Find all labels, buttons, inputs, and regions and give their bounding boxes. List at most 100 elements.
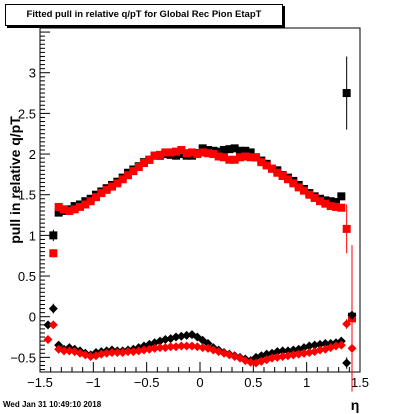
data-point-diamond	[171, 332, 181, 342]
data-point-square	[284, 175, 292, 184]
data-point-diamond	[160, 334, 170, 344]
data-point-diamond	[171, 342, 181, 352]
data-point-square	[166, 148, 175, 157]
data-point-diamond	[315, 339, 325, 349]
data-point-diamond	[59, 346, 69, 356]
data-point-diamond	[294, 349, 304, 359]
y-tick-label: 2.5	[18, 106, 36, 121]
data-point-diamond	[160, 343, 170, 353]
chart-title-box: Fitted pull in relative q/pT for Global …	[5, 4, 283, 26]
data-point-square	[172, 147, 180, 156]
x-axis-ticks: −1.5 −1 −0.5 0 0.5 1 1.5	[27, 362, 369, 390]
data-point-square	[273, 168, 282, 177]
data-point-square	[342, 224, 351, 233]
data-point-square	[118, 175, 127, 184]
data-point-square	[278, 172, 287, 181]
data-point-square	[246, 148, 255, 157]
data-point-diamond	[304, 347, 314, 357]
data-point-diamond	[315, 345, 325, 355]
data-point-square	[241, 146, 250, 155]
data-point-square	[332, 198, 340, 207]
x-tick-label: −1.5	[27, 375, 53, 390]
data-point-square	[316, 197, 324, 206]
data-point-diamond	[342, 358, 352, 368]
data-point-square	[204, 149, 212, 158]
data-point-diamond	[278, 352, 288, 362]
data-point-square	[321, 199, 330, 208]
data-point-diamond	[176, 341, 186, 351]
data-point-diamond	[347, 310, 357, 320]
data-point-diamond	[304, 341, 314, 351]
data-point-diamond	[336, 340, 346, 350]
x-tick-label: 1	[303, 375, 310, 390]
data-point-diamond	[283, 351, 293, 361]
x-axis-title: η	[351, 397, 360, 413]
data-point-square	[177, 145, 186, 154]
data-point-square	[230, 144, 239, 153]
data-point-diamond	[246, 357, 256, 367]
data-point-square	[92, 193, 100, 202]
data-point-diamond	[176, 331, 186, 341]
data-point-square	[97, 189, 106, 198]
data-point-square	[220, 153, 228, 162]
data-point-square	[300, 186, 308, 195]
data-point-diamond	[187, 341, 197, 351]
data-point-square	[220, 145, 228, 154]
data-point-square	[182, 149, 191, 158]
data-point-diamond	[310, 340, 320, 350]
data-point-diamond	[43, 320, 53, 330]
data-point-diamond	[347, 343, 357, 353]
data-point-diamond	[144, 344, 154, 354]
data-point-diamond	[64, 346, 74, 356]
data-point-diamond	[166, 342, 176, 352]
data-point-square	[294, 183, 303, 192]
data-point-diamond	[182, 330, 192, 340]
data-point-square	[236, 153, 244, 162]
data-point-diamond	[134, 346, 144, 356]
data-point-square	[209, 150, 218, 159]
data-point-square	[76, 202, 84, 211]
data-point-square	[342, 89, 351, 98]
data-point-diamond	[203, 339, 213, 349]
data-point-square	[156, 150, 164, 159]
data-point-diamond	[272, 347, 282, 357]
data-point-square	[161, 148, 170, 157]
data-point-square	[81, 200, 90, 209]
data-point-diamond	[272, 352, 282, 362]
x-tick-label: 0	[196, 375, 203, 390]
data-point-diamond	[320, 339, 330, 349]
data-point-diamond	[107, 347, 117, 357]
data-point-square	[214, 152, 223, 161]
data-point-square	[268, 164, 276, 173]
data-point-diamond	[48, 320, 58, 330]
x-tick-label: 1.5	[351, 375, 369, 390]
data-point-diamond	[155, 343, 165, 353]
data-point-square	[65, 206, 74, 215]
data-point-diamond	[48, 304, 58, 314]
data-point-diamond	[283, 346, 293, 356]
data-point-diamond	[102, 348, 112, 358]
data-point-diamond	[128, 347, 138, 357]
data-point-square	[124, 171, 132, 180]
data-point-diamond	[96, 349, 106, 359]
data-point-square	[305, 190, 314, 199]
x-tick-label: 0.5	[244, 375, 262, 390]
data-point-diamond	[123, 347, 133, 357]
data-point-diamond	[342, 319, 352, 329]
data-point-diamond	[288, 345, 298, 355]
y-tick-label: 3	[29, 66, 36, 81]
data-point-square	[150, 151, 159, 160]
data-point-square	[246, 153, 255, 162]
data-point-square	[214, 147, 223, 156]
data-point-square	[49, 249, 58, 258]
data-point-square	[188, 148, 196, 157]
data-point-square	[326, 197, 335, 206]
data-point-square	[86, 197, 95, 206]
data-point-square	[134, 163, 143, 172]
chart-title: Fitted pull in relative q/pT for Global …	[26, 9, 262, 20]
y-tick-label: 0.5	[18, 269, 36, 284]
data-point-square	[70, 205, 79, 214]
data-point-diamond	[43, 334, 53, 344]
data-marks	[43, 56, 357, 392]
